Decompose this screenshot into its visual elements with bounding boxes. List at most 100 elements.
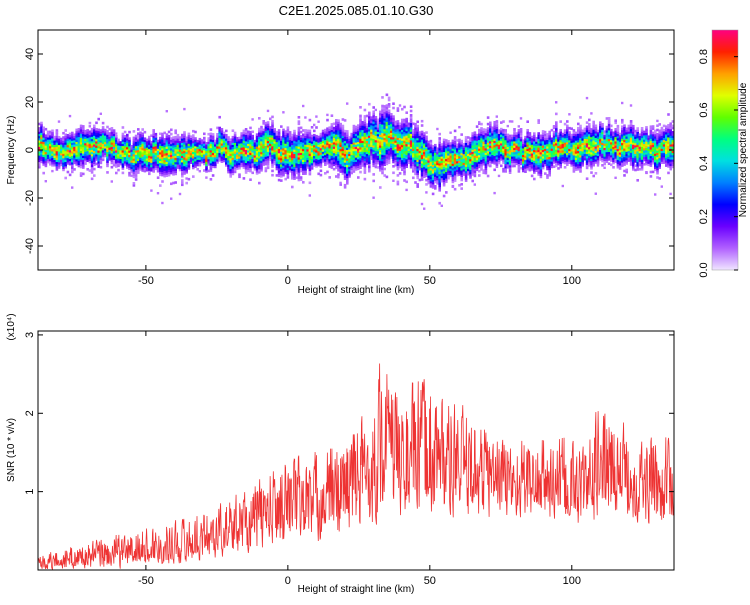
spectrogram-cell xyxy=(77,162,81,166)
spectrogram-cell xyxy=(460,178,463,182)
spectrogram-cell xyxy=(218,131,221,134)
spectrogram-cell xyxy=(341,150,345,154)
spectrogram-cell xyxy=(154,150,158,153)
spectrogram-cell xyxy=(447,159,450,163)
spectrogram-cell xyxy=(588,151,591,154)
spectrogram-cell xyxy=(535,160,538,164)
spectrogram-cell xyxy=(579,152,582,156)
spectrogram-cell xyxy=(493,162,496,165)
spectrogram-cell xyxy=(209,147,213,151)
spectrogram-cell xyxy=(440,156,444,159)
spectrogram-cell xyxy=(440,143,444,146)
spectrogram-cell xyxy=(328,135,331,138)
spectrogram-cell xyxy=(583,132,587,135)
spectrogram-cell xyxy=(365,136,369,139)
spectrogram-cell xyxy=(460,174,463,177)
spectrogram-cell xyxy=(577,144,580,147)
spectrogram-cell xyxy=(539,154,543,157)
spectrogram-cell xyxy=(403,138,406,141)
spectrogram-cell xyxy=(310,158,314,161)
spectrogram-cell xyxy=(73,146,76,150)
spectrogram-cell xyxy=(247,169,250,172)
spectrogram-cell xyxy=(101,145,105,149)
spectrogram-cell xyxy=(416,150,419,154)
spectrogram-cell xyxy=(394,144,397,148)
spectrogram-cell xyxy=(403,151,406,154)
spectrogram-cell xyxy=(566,131,569,134)
spectrogram-cell xyxy=(156,167,160,171)
spectrogram-cell xyxy=(557,145,560,149)
spectrogram-cell xyxy=(449,153,452,156)
spectrogram-cell xyxy=(222,136,226,139)
spectrogram-cell xyxy=(491,135,494,138)
spectrogram-cell xyxy=(167,171,171,175)
spectrogram-cell xyxy=(183,152,186,156)
spectrogram-cell xyxy=(530,161,534,165)
spectrogram-cell xyxy=(561,143,565,147)
spectrogram-cell xyxy=(60,152,63,156)
spectrogram-cell xyxy=(273,151,276,155)
spectrogram-cell xyxy=(282,156,285,160)
spectrogram-cell xyxy=(126,136,129,139)
spectrogram-cell xyxy=(192,162,195,165)
spectrogram-cell xyxy=(572,170,576,173)
spectrogram-cell xyxy=(332,129,336,132)
spectrogram-cell xyxy=(438,186,441,190)
spectrogram-cell xyxy=(205,144,208,147)
spectrogram-cell xyxy=(308,153,312,156)
spectrogram-cell xyxy=(242,162,246,165)
spectrogram-cell xyxy=(431,158,435,161)
spectrogram-cell xyxy=(361,159,364,163)
spectrogram-cell xyxy=(220,145,224,148)
spectrogram-cell xyxy=(86,129,89,132)
spectrogram-cell xyxy=(335,147,338,150)
spectrogram-cell xyxy=(181,142,184,146)
spectrogram-cell xyxy=(115,150,118,153)
spectrogram-cell xyxy=(522,154,525,158)
spectrogram-cell xyxy=(317,157,320,160)
spectrogram-cell xyxy=(152,163,155,167)
spectrogram-cell xyxy=(416,137,419,141)
spectrogram-cell xyxy=(134,137,138,140)
spectrogram-speck xyxy=(493,191,496,195)
spectrogram-cell xyxy=(383,120,386,123)
spectrogram-cell xyxy=(163,146,166,150)
spectrogram-cell xyxy=(539,156,543,159)
spectrogram-cell xyxy=(271,128,274,132)
spectrogram-cell xyxy=(49,141,52,144)
spectrogram-cell xyxy=(258,129,261,133)
spectrogram-cell xyxy=(511,151,514,155)
spectrogram-cell xyxy=(381,106,384,110)
spectrogram-cell xyxy=(447,168,450,171)
spectrogram-cell xyxy=(363,121,367,125)
spectrogram-cell xyxy=(502,144,505,147)
spectrogram-cell xyxy=(123,163,127,166)
spectrogram-cell xyxy=(585,127,589,131)
spectrogram-cell xyxy=(563,142,567,145)
spectrogram-cell xyxy=(123,158,127,162)
spectrogram-cell xyxy=(392,141,395,144)
spectrogram-cell xyxy=(227,136,230,139)
spectrogram-cell xyxy=(438,189,441,192)
spectrogram-cell xyxy=(453,179,457,182)
spectrogram-cell xyxy=(407,133,411,136)
spectrogram-speck xyxy=(110,180,113,183)
spectrogram-cell xyxy=(546,146,549,149)
spectrogram-cell xyxy=(346,130,349,133)
spectrogram-cell xyxy=(460,157,463,160)
spectrogram-cell xyxy=(423,153,426,157)
spectrogram-cell xyxy=(486,116,490,119)
spectrogram-cell xyxy=(99,157,103,160)
spectrogram-cell xyxy=(493,159,496,163)
spectrogram-cell xyxy=(321,155,325,159)
spectrogram-cell xyxy=(361,133,364,137)
spectrogram-cell xyxy=(385,175,389,179)
spectrogram-cell xyxy=(579,161,582,164)
spectrogram-cell xyxy=(222,153,226,156)
spectrogram-cell xyxy=(209,152,213,155)
spectrogram-cell xyxy=(508,162,512,166)
spectrogram-cell xyxy=(403,131,406,135)
spectrogram-cell xyxy=(453,159,457,163)
spectrogram-cell xyxy=(372,145,375,148)
spectrogram-cell xyxy=(200,158,204,162)
